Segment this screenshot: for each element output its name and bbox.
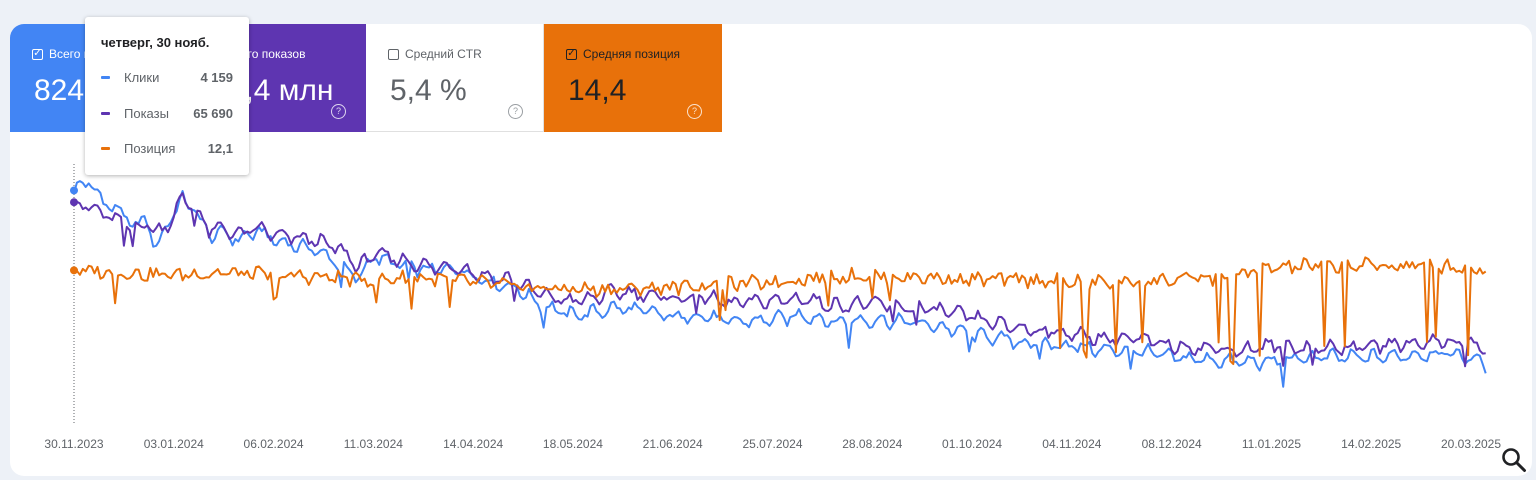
x-tick-label: 14.04.2024 (443, 437, 503, 451)
tile-average-position[interactable]: ✓ Средняя позиция 14,4 ? (544, 24, 722, 132)
performance-chart: 30.11.2023 03.01.2024 06.02.2024 11.03.2024… (44, 164, 1501, 451)
tooltip-value: 12,1 (207, 140, 233, 156)
series-line-position (73, 256, 1487, 366)
tooltip-label: Позиция (124, 140, 176, 156)
x-tick-label: 20.03.2025 (1441, 437, 1501, 451)
hover-point-impressions (70, 198, 78, 207)
legend-swatch (101, 146, 110, 150)
tile-value: 14,4 (568, 74, 627, 107)
x-tick-label: 14.02.2025 (1341, 437, 1401, 451)
tile-value: 5,4 % (390, 74, 467, 107)
tile-average-ctr[interactable]: Средний CTR 5,4 % ? (366, 24, 544, 132)
x-tick-label: 01.10.2024 (942, 437, 1002, 451)
help-circle-icon[interactable]: ? (508, 104, 523, 119)
help-circle-icon[interactable]: ? (331, 104, 346, 119)
x-tick-label: 25.07.2024 (742, 437, 802, 451)
tooltip-value: 4 159 (200, 69, 233, 85)
x-tick-label: 30.11.2023 (44, 437, 103, 451)
x-tick-label: 21.06.2024 (643, 437, 703, 451)
tile-label: Средний CTR (405, 47, 482, 61)
tooltip-row-impressions: Показы 65 690 (101, 105, 233, 121)
tooltip-date: четверг, 30 нояб. (101, 35, 210, 50)
checkbox-icon[interactable]: ✓ (32, 48, 43, 60)
search-icon[interactable] (1500, 446, 1528, 474)
x-tick-label: 28.08.2024 (842, 437, 902, 451)
tooltip-label: Показы (124, 105, 169, 121)
hover-point-clicks (70, 186, 78, 195)
tooltip-label: Клики (124, 69, 160, 85)
legend-swatch (101, 75, 110, 79)
legend-swatch (101, 111, 110, 115)
chart-tooltip: четверг, 30 нояб. Клики 4 159 Показы 65 … (85, 17, 249, 175)
tooltip-row-clicks: Клики 4 159 (101, 69, 233, 85)
tooltip-value: 65 690 (193, 105, 233, 121)
checkbox-icon[interactable]: ✓ (566, 48, 577, 60)
hover-point-position (70, 266, 78, 275)
series-line-clicks (73, 180, 1487, 388)
series-line-impressions (74, 192, 1486, 368)
x-tick-label: 18.05.2024 (543, 437, 603, 451)
help-circle-icon[interactable]: ? (687, 104, 702, 119)
x-tick-label: 04.11.2024 (1042, 437, 1101, 451)
x-tick-label: 08.12.2024 (1142, 437, 1202, 451)
x-tick-label: 06.02.2024 (244, 437, 304, 451)
tile-label: Средняя позиция (583, 47, 681, 61)
checkbox-icon[interactable] (388, 48, 399, 60)
tooltip-row-position: Позиция 12,1 (101, 140, 233, 156)
x-tick-label: 11.03.2024 (344, 437, 403, 451)
x-tick-label: 03.01.2024 (144, 437, 204, 451)
x-tick-label: 11.01.2025 (1242, 437, 1301, 451)
